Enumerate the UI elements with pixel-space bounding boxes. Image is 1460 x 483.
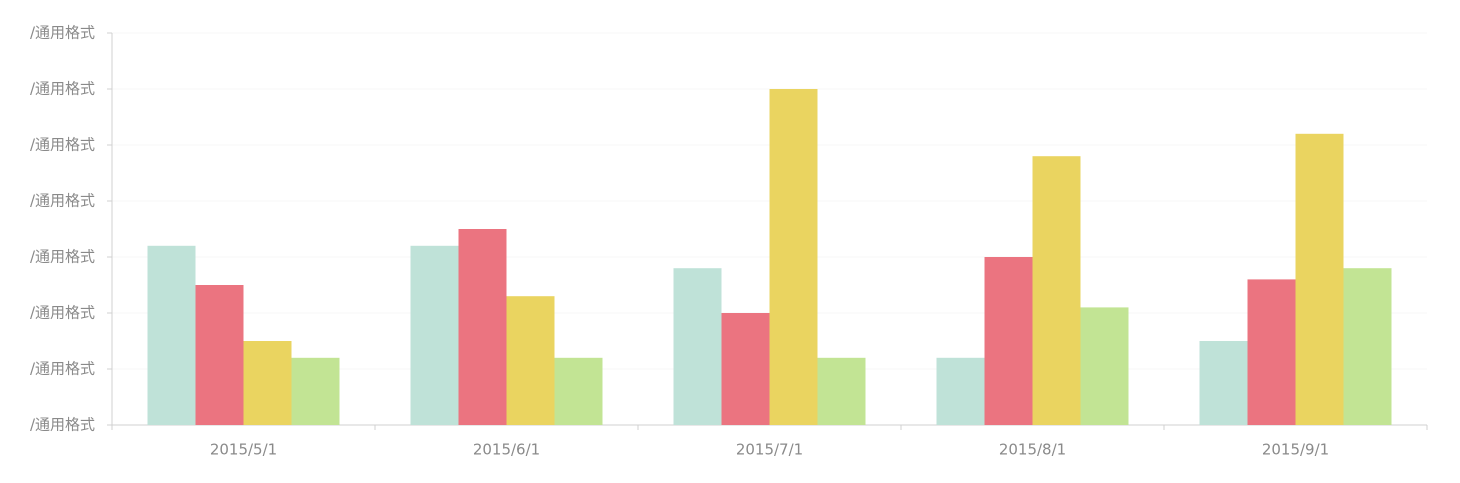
bar (1199, 341, 1248, 425)
bar (1295, 133, 1344, 426)
y-tick-label: /通用格式 (30, 248, 95, 266)
x-tick-label: 2015/5/1 (210, 441, 277, 459)
x-tick-label: 2015/8/1 (999, 441, 1066, 459)
bar (721, 313, 770, 425)
y-tick-label: /通用格式 (30, 24, 95, 42)
bar (984, 257, 1033, 425)
y-tick-label: /通用格式 (30, 136, 95, 154)
bar (1032, 156, 1081, 425)
bar (458, 229, 507, 425)
bar (506, 296, 555, 425)
y-tick-label: /通用格式 (30, 80, 95, 98)
y-tick-label: /通用格式 (30, 416, 95, 434)
bar (410, 245, 459, 425)
bar (195, 285, 244, 425)
bar (673, 268, 722, 425)
x-tick-label: 2015/7/1 (736, 441, 803, 459)
bar (936, 357, 985, 425)
bar (554, 357, 603, 425)
x-tick-label: 2015/6/1 (473, 441, 540, 459)
bar (147, 245, 196, 425)
bar (291, 357, 340, 425)
bar (1343, 268, 1392, 425)
bar (243, 341, 292, 425)
bar (769, 89, 818, 425)
y-tick-label: /通用格式 (30, 304, 95, 322)
y-tick-label: /通用格式 (30, 192, 95, 210)
bar (817, 357, 866, 425)
bar (1247, 279, 1296, 425)
x-tick-label: 2015/9/1 (1262, 441, 1329, 459)
y-tick-label: /通用格式 (30, 360, 95, 378)
bar (1080, 307, 1129, 425)
